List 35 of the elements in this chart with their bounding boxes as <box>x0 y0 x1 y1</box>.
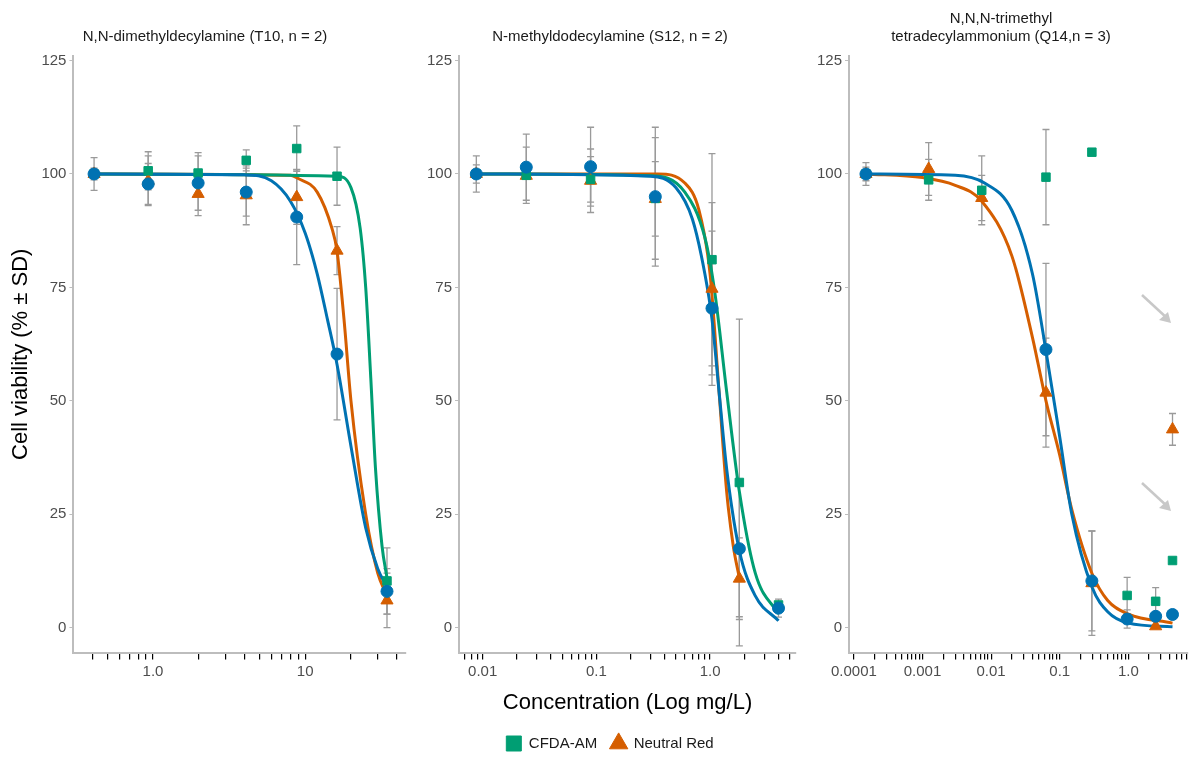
x-tick-label: 0.1 <box>1049 661 1071 679</box>
y-tick-label: 25 <box>825 504 843 522</box>
y-tick-label: 0 <box>833 617 843 635</box>
y-axis-title: Cell viability (% ± SD) <box>7 248 33 460</box>
legend-label: CFDA-AM <box>528 733 598 751</box>
x-tick-label: 1.0 <box>699 661 721 679</box>
y-tick-label: 25 <box>435 504 453 522</box>
chart-title: N-methyldodecylamine (S12, n = 2) <box>492 27 728 45</box>
x-tick-label: 10 <box>296 661 314 679</box>
x-tick-label: 0.01 <box>468 661 498 679</box>
y-tick-label: 75 <box>435 277 453 295</box>
chart-title: N,N-dimethyldecylamine (T10, n = 2) <box>82 27 328 45</box>
x-tick-label: 0.01 <box>976 661 1006 679</box>
y-tick-label: 0 <box>443 617 453 635</box>
y-tick-label: 125 <box>817 50 843 68</box>
y-tick-label: 50 <box>825 390 843 408</box>
y-tick-label: 75 <box>49 277 67 295</box>
y-tick-label: 100 <box>41 164 67 182</box>
x-tick-label: 1.0 <box>1117 661 1139 679</box>
y-tick-label: 100 <box>817 164 843 182</box>
y-tick-label: 50 <box>435 390 453 408</box>
legend-label: Neutral Red <box>633 733 714 751</box>
y-tick-label: 0 <box>58 617 67 635</box>
x-tick-label: 1.0 <box>142 661 164 679</box>
x-tick-label: 0.0001 <box>830 661 877 679</box>
chart-title: N,N,N-trimethyl tetradecylammonium (Q14,n = 3) <box>891 9 1111 45</box>
y-tick-label: 50 <box>49 390 67 408</box>
y-tick-label: 25 <box>49 504 67 522</box>
y-tick-label: 100 <box>427 164 453 182</box>
x-axis-title: Concentration (Log mg/L) <box>502 688 753 714</box>
x-tick-label: 0.1 <box>585 661 607 679</box>
y-tick-label: 125 <box>41 50 67 68</box>
x-tick-label: 0.001 <box>903 661 942 679</box>
y-tick-label: 125 <box>427 50 453 68</box>
y-tick-label: 75 <box>825 277 843 295</box>
